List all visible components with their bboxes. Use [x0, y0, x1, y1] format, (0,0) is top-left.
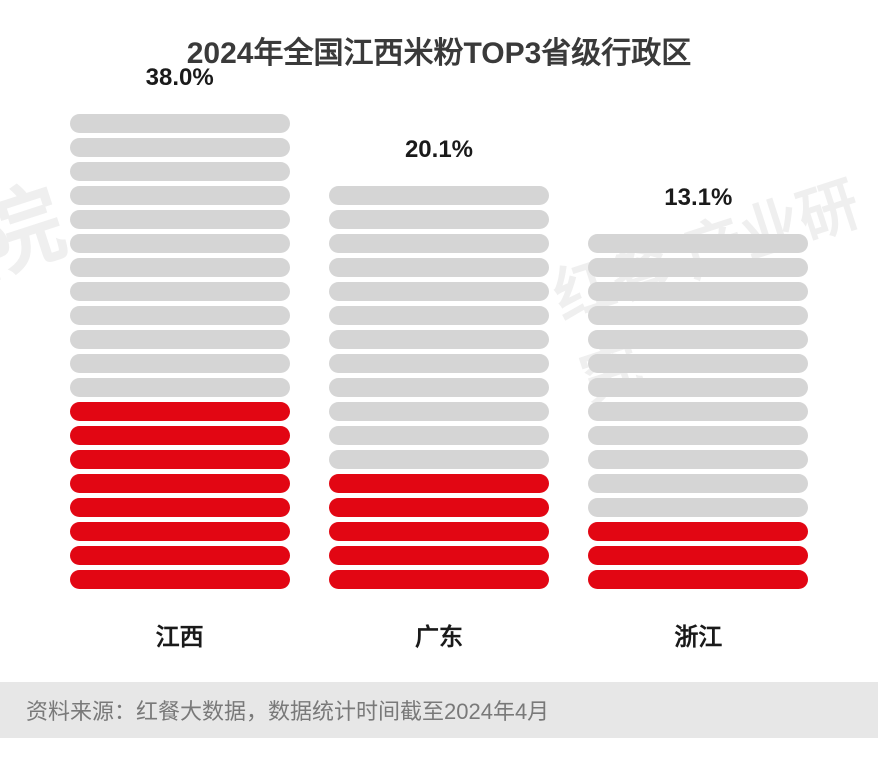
- segment-empty: [329, 378, 549, 397]
- segment-empty: [70, 210, 290, 229]
- segment-empty: [588, 234, 808, 253]
- bar-group: 20.1% 广东: [329, 136, 549, 652]
- segment-filled: [588, 570, 808, 589]
- chart-area: 38.0%江西20.1%广东13.1%浙江: [0, 72, 878, 682]
- category-label: 浙江: [674, 617, 722, 652]
- segment-filled: [70, 474, 290, 493]
- source-text: 资料来源：红餐大数据，数据统计时间截至2024年4月: [26, 694, 549, 726]
- segment-filled: [70, 450, 290, 469]
- segment-empty: [588, 498, 808, 517]
- segment-filled: [329, 474, 549, 493]
- segment-empty: [70, 258, 290, 277]
- segment-filled: [329, 570, 549, 589]
- value-label: 38.0%: [146, 64, 214, 92]
- segment-empty: [70, 186, 290, 205]
- value-label: 13.1%: [664, 184, 732, 212]
- segment-filled: [588, 546, 808, 565]
- segment-filled: [329, 522, 549, 541]
- segment-empty: [588, 282, 808, 301]
- segment-empty: [588, 426, 808, 445]
- bar-segments: [329, 186, 549, 589]
- segment-empty: [588, 474, 808, 493]
- bar-segments: [588, 234, 808, 589]
- segment-empty: [329, 210, 549, 229]
- segment-empty: [329, 282, 549, 301]
- segment-empty: [588, 354, 808, 373]
- segment-empty: [70, 162, 290, 181]
- segment-filled: [70, 546, 290, 565]
- segment-empty: [329, 402, 549, 421]
- segment-filled: [329, 498, 549, 517]
- source-footer: 资料来源：红餐大数据，数据统计时间截至2024年4月: [0, 682, 878, 738]
- segment-empty: [329, 426, 549, 445]
- segment-filled: [70, 402, 290, 421]
- segment-empty: [329, 354, 549, 373]
- segment-filled: [70, 570, 290, 589]
- segment-empty: [329, 450, 549, 469]
- value-label: 20.1%: [405, 136, 473, 164]
- segment-empty: [70, 234, 290, 253]
- segment-empty: [588, 330, 808, 349]
- segment-filled: [70, 498, 290, 517]
- segment-empty: [329, 330, 549, 349]
- segment-empty: [588, 258, 808, 277]
- bar-segments: [70, 114, 290, 589]
- segment-empty: [70, 282, 290, 301]
- segment-empty: [588, 306, 808, 325]
- segment-empty: [329, 234, 549, 253]
- segment-empty: [70, 378, 290, 397]
- segment-filled: [70, 426, 290, 445]
- segment-empty: [329, 306, 549, 325]
- segment-empty: [70, 306, 290, 325]
- segment-empty: [329, 186, 549, 205]
- segment-empty: [70, 138, 290, 157]
- category-label: 广东: [415, 617, 463, 652]
- segment-empty: [588, 378, 808, 397]
- segment-empty: [588, 402, 808, 421]
- segment-empty: [70, 330, 290, 349]
- bar-group: 13.1% 浙江: [588, 184, 808, 652]
- bar-group: 38.0% 江西: [70, 64, 290, 652]
- segment-empty: [70, 114, 290, 133]
- segment-filled: [70, 522, 290, 541]
- segment-empty: [329, 258, 549, 277]
- category-label: 江西: [156, 617, 204, 652]
- segment-filled: [329, 546, 549, 565]
- segment-empty: [70, 354, 290, 373]
- segment-filled: [588, 522, 808, 541]
- chart-title: 2024年全国江西米粉TOP3省级行政区: [0, 0, 878, 72]
- segment-empty: [588, 450, 808, 469]
